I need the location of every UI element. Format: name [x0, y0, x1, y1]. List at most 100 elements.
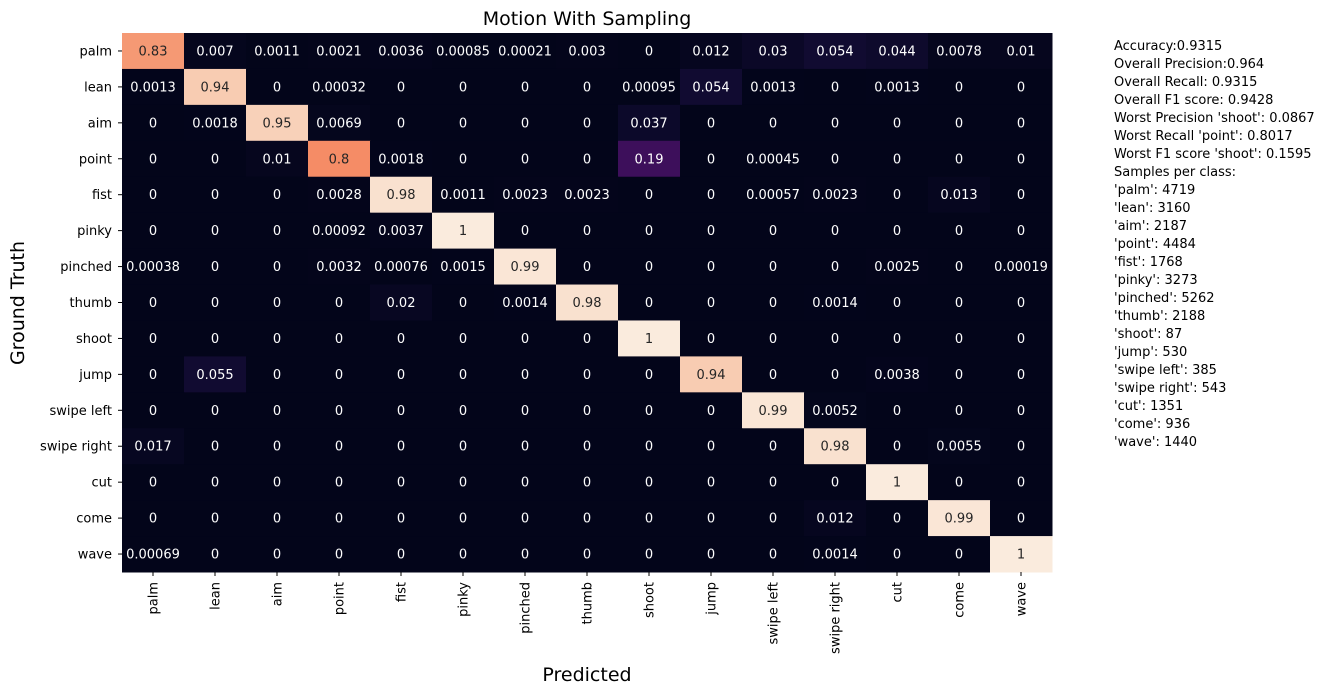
- cell-lean-lean: [184, 68, 247, 106]
- cell-label: 0: [955, 116, 963, 131]
- cell-label: 0: [335, 440, 343, 455]
- cell-label: 0: [273, 260, 281, 275]
- cell-thumb-cut: [866, 284, 929, 321]
- metrics-line: 'fist': 1768: [1114, 255, 1183, 270]
- cell-label: 0: [273, 188, 281, 203]
- cell-swipe-left-pinky: [432, 392, 495, 429]
- cell-point-lean: [184, 140, 247, 178]
- cell-label: 0: [149, 296, 157, 311]
- cell-label: 0: [335, 512, 343, 527]
- cell-point-wave: [990, 140, 1053, 178]
- cell-cut-pinched: [494, 464, 557, 501]
- cell-palm-cut: [866, 33, 929, 70]
- cell-label: 0.99: [511, 260, 540, 275]
- cell-jump-pinched: [494, 356, 557, 393]
- cell-pinched-pinched: [494, 248, 557, 286]
- cell-label: 0.0028: [316, 188, 362, 203]
- y-tick-label: jump: [78, 368, 112, 383]
- cell-label: 0.054: [816, 44, 853, 59]
- cell-label: 0: [955, 404, 963, 419]
- cell-swipe-right-palm: [122, 428, 185, 465]
- cell-thumb-wave: [990, 284, 1053, 321]
- cell-label: 0: [831, 368, 839, 383]
- cell-lean-swipe-right: [804, 68, 867, 106]
- cell-thumb-swipe-right: [804, 284, 867, 321]
- cell-palm-wave: [990, 33, 1053, 70]
- cell-palm-aim: [246, 33, 309, 70]
- cell-aim-thumb: [556, 104, 619, 142]
- cell-label: 0: [645, 440, 653, 455]
- cell-label: 0: [397, 404, 405, 419]
- metrics-line: 'wave': 1440: [1114, 435, 1198, 450]
- cell-point-shoot: [618, 140, 681, 178]
- cell-point-thumb: [556, 140, 619, 178]
- cell-label: 0.003: [568, 44, 605, 59]
- cell-come-wave: [990, 500, 1053, 537]
- cell-pinky-thumb: [556, 212, 619, 250]
- cell-shoot-swipe-left: [742, 320, 805, 357]
- cell-label: 0: [769, 332, 777, 347]
- cell-thumb-palm: [122, 284, 185, 321]
- cell-wave-shoot: [618, 536, 681, 573]
- cell-label: 0.0013: [750, 80, 796, 95]
- heatmap-cells: [122, 33, 1053, 573]
- cell-label: 0: [211, 476, 219, 491]
- cell-fist-pinky: [432, 176, 495, 214]
- cell-label: 0: [645, 404, 653, 419]
- cell-label: 0: [521, 548, 529, 563]
- cell-label: 0.01: [1007, 44, 1036, 59]
- y-tick-label: pinched: [60, 260, 112, 275]
- cell-pinched-swipe-left: [742, 248, 805, 286]
- cell-pinched-pinky: [432, 248, 495, 286]
- cell-wave-fist: [370, 536, 433, 573]
- cell-jump-point: [308, 356, 371, 393]
- cell-fist-aim: [246, 176, 309, 214]
- cell-pinched-shoot: [618, 248, 681, 286]
- cell-shoot-thumb: [556, 320, 619, 357]
- cell-label: 0.012: [692, 44, 729, 59]
- cell-label: 0: [707, 116, 715, 131]
- cell-label: 0: [149, 332, 157, 347]
- cell-swipe-left-palm: [122, 392, 185, 429]
- metrics-line: 'palm': 4719: [1114, 183, 1196, 198]
- cell-label: 0: [645, 548, 653, 563]
- cell-cut-jump: [680, 464, 743, 501]
- cell-wave-thumb: [556, 536, 619, 573]
- cell-fist-fist: [370, 176, 433, 214]
- cell-label: 0: [211, 332, 219, 347]
- cell-label: 0.00092: [312, 224, 366, 239]
- cell-label: 0: [769, 296, 777, 311]
- cell-jump-aim: [246, 356, 309, 393]
- cell-jump-jump: [680, 356, 743, 393]
- cell-label: 0.0023: [564, 188, 610, 203]
- cell-label: 0: [583, 476, 591, 491]
- cell-label: 1: [459, 224, 467, 239]
- cell-label: 0.99: [945, 512, 974, 527]
- cell-label: 0: [583, 368, 591, 383]
- cell-swipe-left-cut: [866, 392, 929, 429]
- cell-thumb-come: [928, 284, 991, 321]
- cell-label: 0: [893, 332, 901, 347]
- cell-label: 0.94: [697, 368, 726, 383]
- cell-label: 0: [1017, 404, 1025, 419]
- y-tick-label: swipe right: [40, 440, 112, 455]
- cell-pinky-aim: [246, 212, 309, 250]
- y-tick-label: come: [76, 512, 112, 527]
- metrics-line: 'lean': 3160: [1114, 201, 1191, 216]
- cell-pinky-shoot: [618, 212, 681, 250]
- metrics-line: 'thumb': 2188: [1114, 309, 1206, 324]
- y-tick-labels: palm lean aim point fist pinky pinched thumb sho…: [40, 44, 122, 563]
- cell-label: 0: [211, 548, 219, 563]
- cell-pinched-cut: [866, 248, 929, 286]
- x-tick-label: come: [953, 582, 968, 618]
- cell-label: 0.0023: [812, 188, 858, 203]
- cell-cut-aim: [246, 464, 309, 501]
- cell-label: 0: [335, 332, 343, 347]
- cell-lean-thumb: [556, 68, 619, 106]
- cell-come-swipe-right: [804, 500, 867, 537]
- cell-label: 0: [273, 224, 281, 239]
- cell-label: 0: [273, 404, 281, 419]
- cell-aim-lean: [184, 104, 247, 142]
- cell-fist-wave: [990, 176, 1053, 214]
- cell-label: 0.0014: [502, 296, 548, 311]
